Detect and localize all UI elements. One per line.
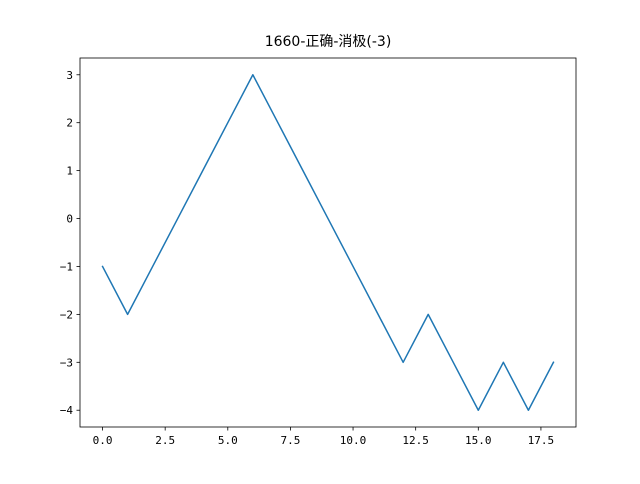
x-tick-label: 10.0 (340, 434, 367, 447)
series-line (101, 74, 555, 411)
y-tick-label: −2 (60, 308, 73, 321)
y-tick-label: 1 (66, 165, 73, 178)
y-tick-label: −4 (60, 404, 74, 417)
chart-title: 1660-正确-消极(-3) (264, 34, 392, 50)
y-tick-label: 2 (66, 117, 73, 130)
x-tick-label: 2.5 (155, 434, 175, 447)
x-tick-label: 12.5 (402, 434, 429, 447)
x-tick-label: 5.0 (218, 434, 238, 447)
y-tick-label: 0 (66, 213, 73, 226)
y-tick-label: −3 (60, 356, 73, 369)
plot-area (80, 58, 576, 427)
x-tick-label: 0.0 (93, 434, 113, 447)
x-tick-label: 15.0 (465, 434, 492, 447)
x-tick-label: 7.5 (280, 434, 300, 447)
plot-frame (79, 57, 577, 428)
y-tick-label: −1 (60, 260, 73, 273)
y-tick-label: 3 (66, 69, 73, 82)
x-tick-label: 17.5 (528, 434, 555, 447)
